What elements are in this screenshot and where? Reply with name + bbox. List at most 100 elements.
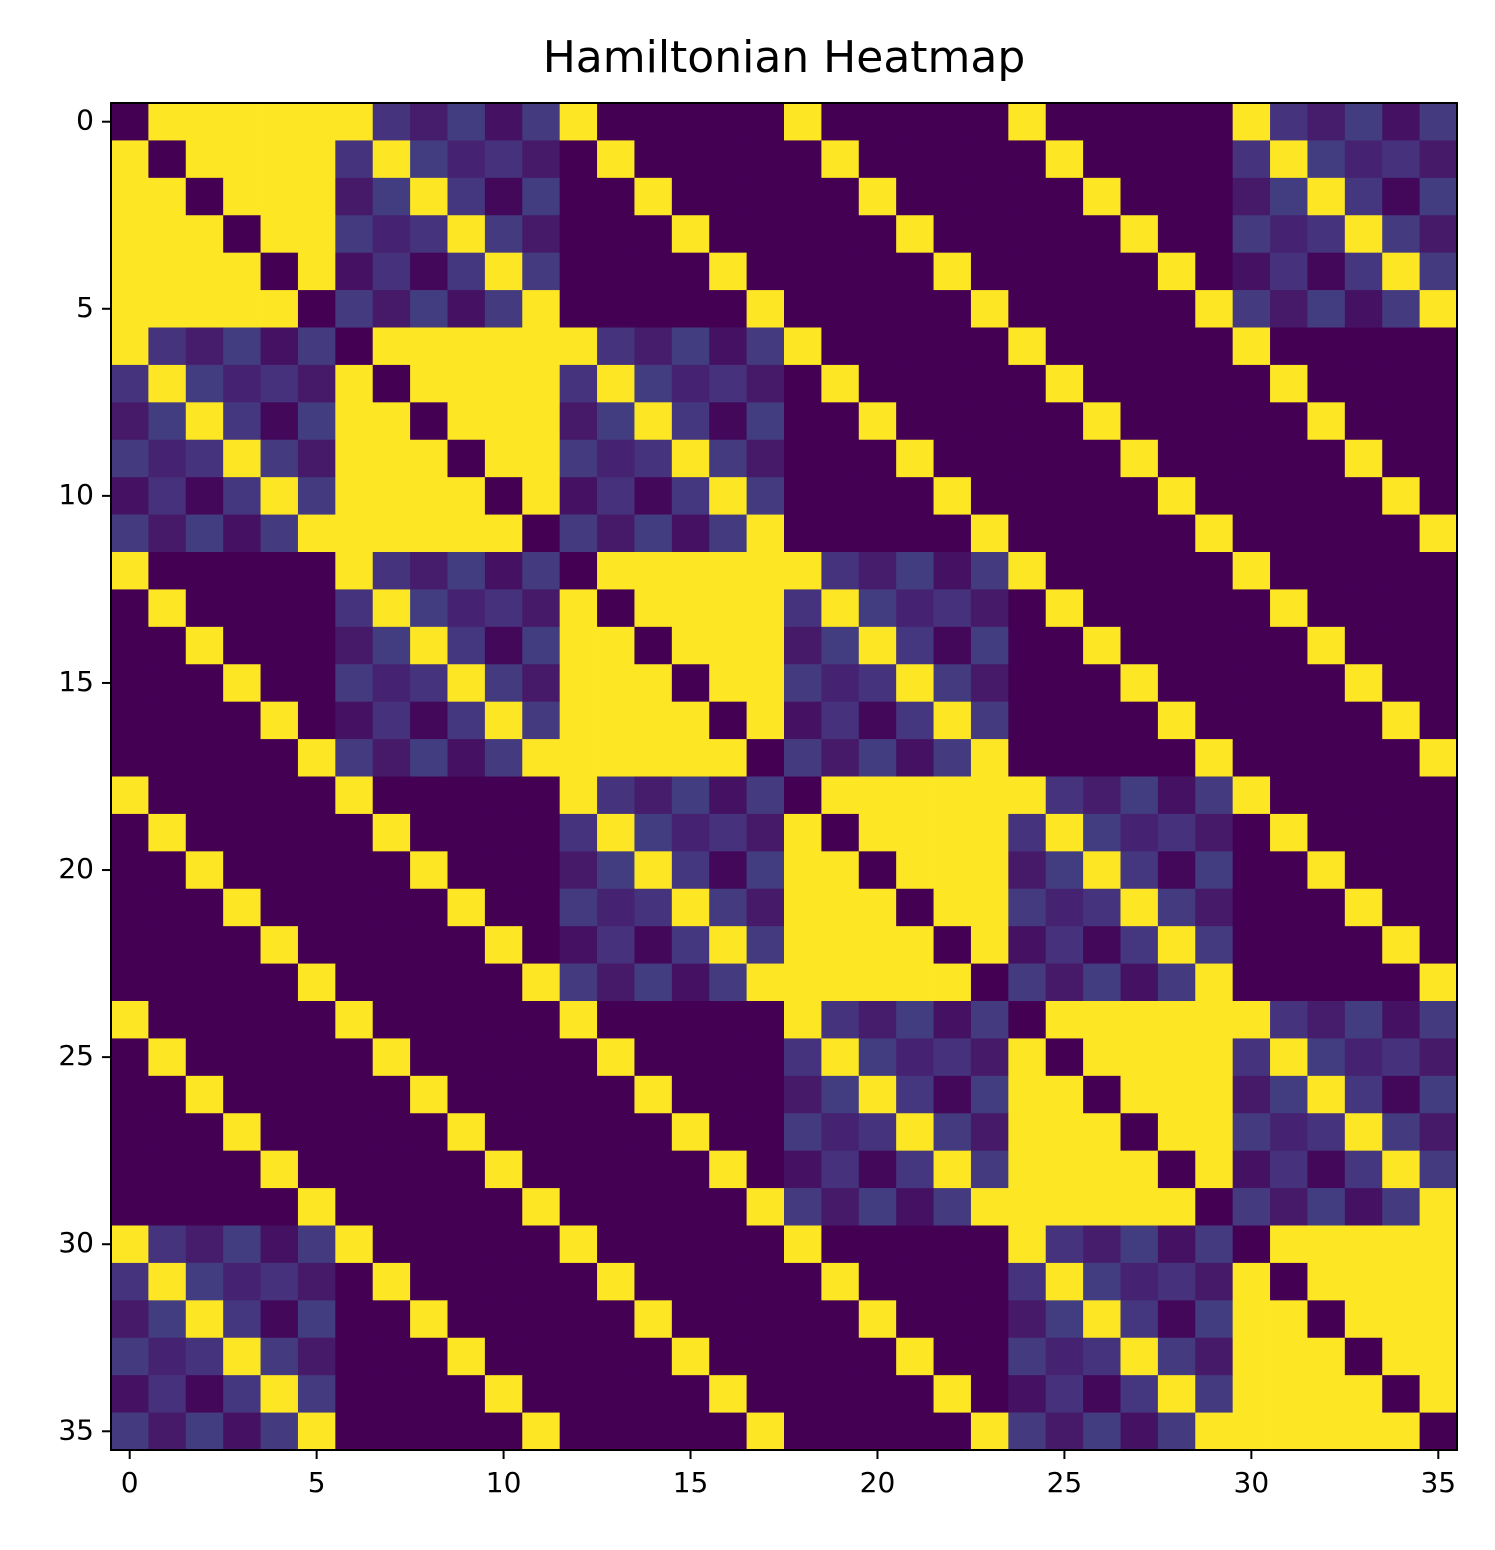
heatmap-cell (335, 813, 374, 852)
heatmap-cell (484, 589, 523, 628)
heatmap-cell (784, 739, 822, 777)
heatmap-cell (896, 1038, 934, 1077)
heatmap-cell (671, 851, 710, 890)
heatmap-cell (1419, 1075, 1458, 1114)
heatmap-cell (1344, 514, 1383, 553)
heatmap-cell (447, 327, 486, 366)
heatmap-cell (746, 963, 785, 1002)
heatmap-cell (671, 402, 710, 441)
heatmap-cell (1270, 1038, 1308, 1077)
heatmap-cell (297, 477, 336, 515)
heatmap-cell (1307, 1412, 1346, 1451)
heatmap-cell (1008, 402, 1047, 441)
heatmap-cell (1045, 701, 1084, 740)
heatmap-cell (597, 776, 635, 815)
heatmap-cell (1382, 552, 1421, 590)
heatmap-cell (1419, 177, 1458, 216)
heatmap-cell (223, 813, 261, 852)
heatmap-cell (1008, 776, 1047, 815)
heatmap-cell (1344, 252, 1383, 291)
heatmap-cell (858, 477, 897, 515)
heatmap-cell (597, 1225, 635, 1264)
heatmap-cell (1232, 963, 1271, 1002)
heatmap-cell (1382, 1412, 1421, 1451)
heatmap-cell (1344, 813, 1383, 852)
heatmap-cell (297, 1188, 336, 1226)
heatmap-cell (896, 813, 934, 852)
heatmap-cell (484, 1412, 523, 1451)
heatmap-cell (896, 1300, 934, 1339)
heatmap-cell (896, 701, 934, 740)
heatmap-cell (185, 252, 224, 291)
heatmap-cell (372, 589, 411, 628)
heatmap-cell (746, 701, 785, 740)
heatmap-cell (111, 626, 149, 665)
heatmap-cell (111, 739, 149, 777)
heatmap-cell (709, 327, 748, 366)
heatmap-cell (671, 1300, 710, 1339)
heatmap-cell (148, 290, 187, 328)
heatmap-cell (746, 664, 785, 703)
heatmap-cell (297, 140, 336, 179)
heatmap-cell (1344, 215, 1383, 254)
heatmap-cell (1419, 664, 1458, 703)
heatmap-cell (1195, 813, 1234, 852)
heatmap-cell (597, 439, 635, 478)
heatmap-cell (447, 701, 486, 740)
heatmap-cell (784, 1188, 822, 1226)
heatmap-cell (372, 252, 411, 291)
heatmap-cell (1195, 1113, 1234, 1152)
heatmap-cell (1045, 1150, 1084, 1189)
heatmap-cell (671, 477, 710, 515)
heatmap-cell (1083, 1262, 1121, 1301)
heatmap-cell (821, 1412, 860, 1451)
heatmap-cell (784, 140, 822, 179)
heatmap-cell (1344, 589, 1383, 628)
heatmap-cell (223, 589, 261, 628)
axes-frame (110, 102, 1458, 1451)
heatmap-cell (1270, 1075, 1308, 1114)
heatmap-cell (223, 1225, 261, 1264)
x-tick-label: 15 (673, 1466, 709, 1499)
heatmap-cell (1307, 1075, 1346, 1114)
heatmap-cell (1157, 327, 1196, 366)
heatmap-cell (1195, 439, 1234, 478)
heatmap-cell (671, 364, 710, 403)
heatmap-cell (1045, 926, 1084, 964)
heatmap-cell (634, 776, 673, 815)
heatmap-cell (297, 963, 336, 1002)
heatmap-cell (1083, 1150, 1121, 1189)
heatmap-cell (933, 552, 972, 590)
heatmap-cell (1344, 1038, 1383, 1077)
heatmap-cell (297, 626, 336, 665)
heatmap-cell (1419, 1001, 1458, 1039)
x-tick-label: 35 (1420, 1466, 1456, 1499)
heatmap-cell (260, 1262, 299, 1301)
heatmap-cell (1083, 888, 1121, 927)
heatmap-cell (671, 1262, 710, 1301)
heatmap-cell (821, 701, 860, 740)
heatmap-cell (223, 252, 261, 291)
heatmap-cell (1270, 813, 1308, 852)
heatmap-cell (1232, 1262, 1271, 1301)
heatmap-cell (634, 1300, 673, 1339)
y-tick-label: 25 (58, 1039, 94, 1072)
heatmap-cell (784, 589, 822, 628)
heatmap-cell (260, 552, 299, 590)
heatmap-cell (372, 888, 411, 927)
heatmap-cell (1270, 177, 1308, 216)
heatmap-cell (111, 1225, 149, 1264)
heatmap-cell (410, 926, 448, 964)
heatmap-cell (1307, 103, 1346, 141)
heatmap-cell (671, 1375, 710, 1413)
heatmap-cell (111, 1038, 149, 1077)
heatmap-cell (1045, 140, 1084, 179)
heatmap-cell (372, 439, 411, 478)
heatmap-cell (410, 1001, 448, 1039)
heatmap-cell (709, 1075, 748, 1114)
heatmap-cell (709, 1375, 748, 1413)
heatmap-cell (1120, 477, 1159, 515)
heatmap-cell (372, 1075, 411, 1114)
heatmap-cell (821, 439, 860, 478)
